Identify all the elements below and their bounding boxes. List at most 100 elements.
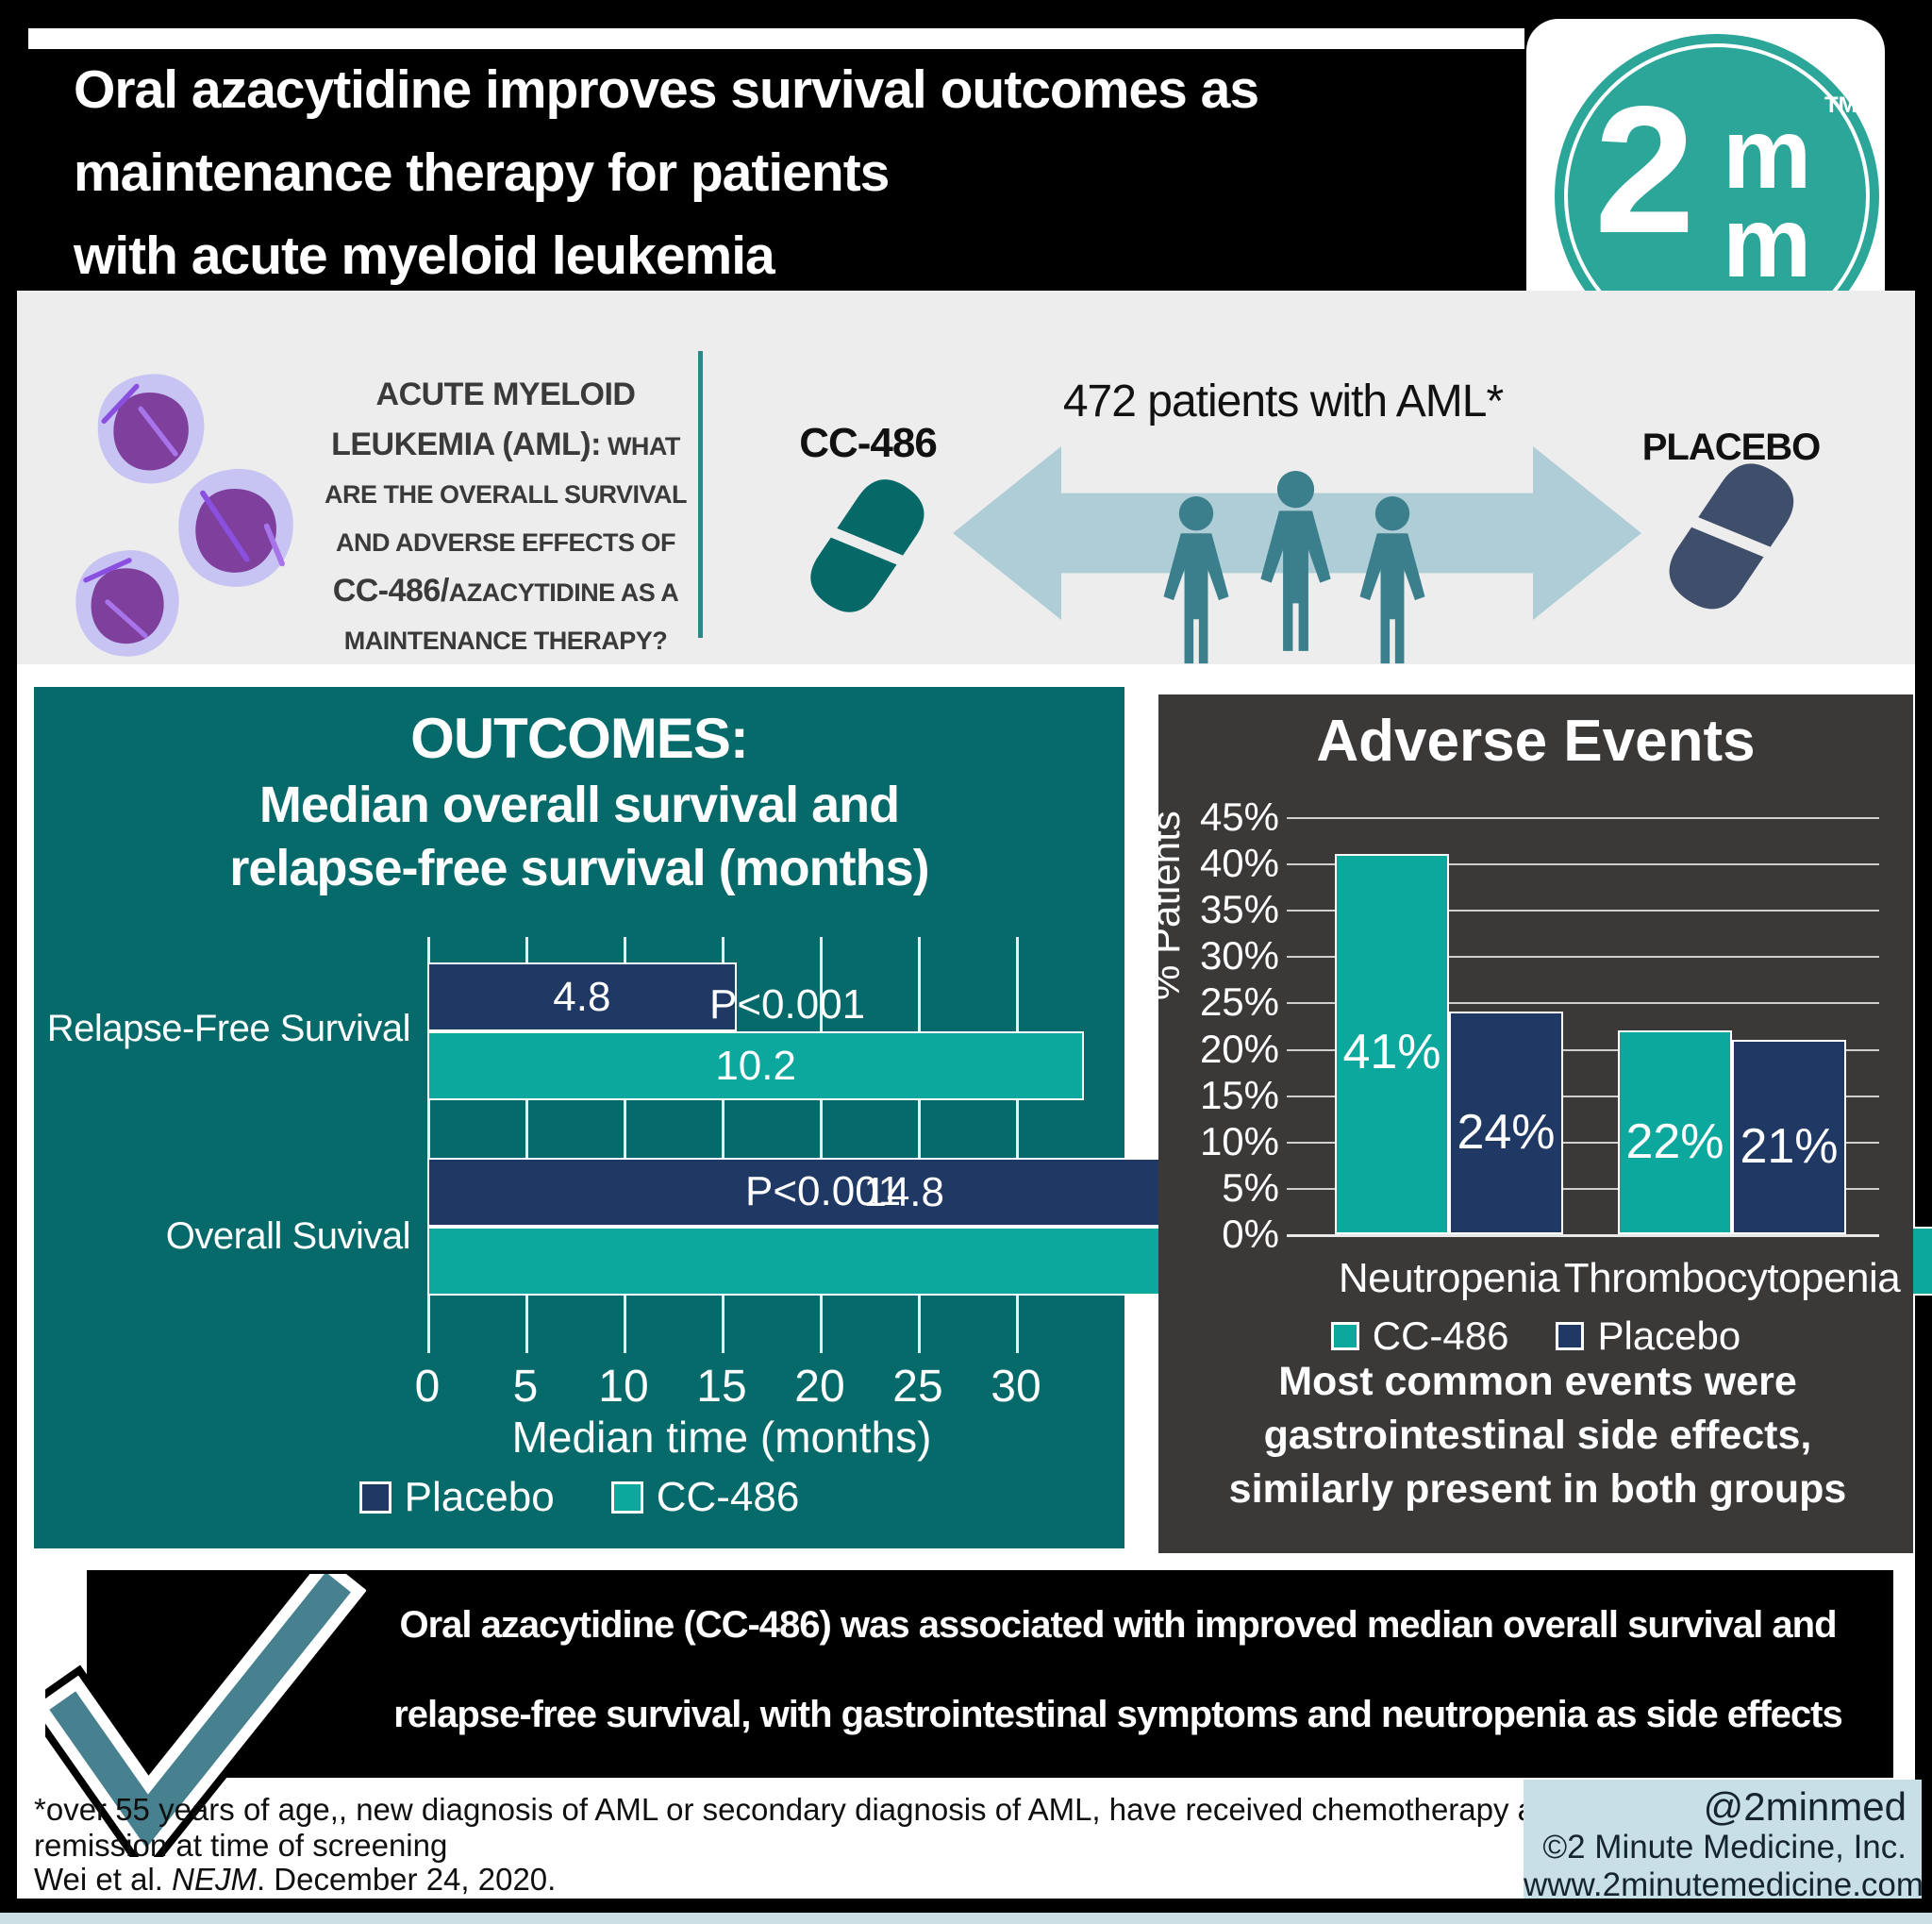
gridline — [1287, 956, 1879, 958]
placebo-swatch — [1556, 1322, 1585, 1350]
legend-label: CC-486 — [1372, 1313, 1509, 1358]
question-text: ACUTE MYELOID — [375, 376, 636, 412]
x-tick-label: 30 — [991, 1362, 1041, 1412]
adverse-title: Adverse Events — [1316, 709, 1756, 774]
bar-value-label: 24% — [1457, 1105, 1556, 1160]
gridline — [1287, 817, 1879, 819]
bar-value-label: 21% — [1740, 1119, 1839, 1174]
placebo-pill-icon — [1646, 443, 1813, 634]
publisher-box: @2minmed ©2 Minute Medicine, Inc. www.2m… — [1524, 1780, 1924, 1903]
bar-value-label: 41% — [1342, 1025, 1441, 1079]
axis-tick — [918, 1327, 921, 1353]
research-question: ACUTE MYELOID LEUKEMIA (AML): WHAT ARE T… — [324, 376, 688, 655]
gridline — [525, 937, 528, 1327]
outcomes-legend: Placebo CC-486 — [34, 1474, 1124, 1521]
legend-label: CC-486 — [656, 1474, 800, 1520]
x-tick-label: 5 — [512, 1362, 539, 1412]
category-label-thrombocytopenia: Thrombocytopenia — [1563, 1255, 1901, 1301]
y-tick-label: 5% — [1222, 1165, 1279, 1210]
category-label-os: Overall Suvival — [165, 1215, 411, 1257]
conclusion-line-1: Oral azacytidine (CC-486) was associated… — [399, 1604, 1837, 1646]
gridline — [427, 937, 430, 1327]
checkmark-icon — [45, 1574, 366, 1857]
x-tick-label: 0 — [414, 1362, 441, 1412]
gridline — [1287, 863, 1879, 865]
bar-thrombocytopenia-placebo — [1732, 1039, 1846, 1234]
adverse-legend: CC-486 Placebo — [1226, 1313, 1845, 1359]
vertical-divider — [698, 351, 703, 638]
cc486-pill-icon — [790, 461, 942, 635]
y-tick-label: 35% — [1199, 887, 1279, 931]
header-accent-strip — [28, 28, 1524, 49]
category-label-rfs: Relapse-Free Survival — [46, 1008, 411, 1049]
patient-figure-icon — [1163, 495, 1229, 664]
axis-tick — [722, 1327, 724, 1353]
page-title-line-3: with acute myeloid leukemia — [74, 226, 775, 286]
2mm-logo: 2 m m TM — [1555, 34, 1879, 359]
aml-cell-icon — [75, 550, 179, 657]
footnote-line-1: *over 55 years of age,, new diagnosis of… — [34, 1792, 1603, 1827]
bar-neutropenia-cc486 — [1335, 854, 1449, 1234]
y-tick-label: 15% — [1199, 1073, 1279, 1117]
citation: Wei et al. NEJM. December 24, 2020. — [34, 1862, 556, 1898]
p-value-annotation: P<0.001 — [709, 981, 866, 1028]
study-design-band — [17, 291, 1915, 664]
bar-rfs-placebo: 4.8 — [427, 962, 737, 1031]
x-tick-label: 15 — [696, 1362, 747, 1412]
gridline — [1287, 1096, 1879, 1097]
gridline — [1287, 910, 1879, 912]
axis-tick — [427, 1327, 430, 1353]
x-tick-label: 20 — [794, 1362, 845, 1412]
axis-baseline — [1287, 1234, 1879, 1237]
citation-authors: Wei et al. — [34, 1862, 173, 1897]
y-tick-label: 0% — [1222, 1212, 1279, 1256]
outcomes-panel — [34, 687, 1124, 1548]
y-tick-label: 20% — [1199, 1027, 1279, 1071]
trademark-symbol: TM — [1824, 92, 1857, 118]
gridline — [1287, 1049, 1879, 1051]
bar-rfs-cc486: 10.2 — [427, 1031, 1085, 1100]
gridline — [1016, 937, 1019, 1327]
x-axis-label: Median time (months) — [511, 1413, 932, 1462]
gridline — [624, 937, 626, 1327]
y-tick-label: 40% — [1199, 841, 1279, 885]
logo-m-top: m — [1723, 98, 1812, 209]
x-tick-label: 10 — [598, 1362, 649, 1412]
legend-item-cc486: CC-486 — [1330, 1313, 1509, 1359]
page-title-line-2: maintenance therapy for patients — [74, 142, 890, 203]
legend-item-placebo: Placebo — [1556, 1313, 1740, 1359]
outcomes-title: OUTCOMES: — [410, 707, 749, 770]
adverse-plot-area — [1307, 817, 1877, 1234]
cc486-arm-label: CC-486 — [799, 420, 938, 466]
page-title-line-1: Oral azacytidine improves survival outco… — [74, 59, 1259, 120]
logo-m-bottom: m — [1723, 187, 1812, 298]
publisher-website[interactable]: www.2minutemedicine.com — [1524, 1866, 1924, 1903]
gridline — [1287, 1188, 1879, 1190]
gridline — [1287, 1002, 1879, 1004]
y-tick-label: 45% — [1199, 795, 1279, 839]
legend-item-cc486: CC-486 — [610, 1474, 800, 1521]
x-tick-label: 25 — [892, 1362, 943, 1412]
bar-value-label: 22% — [1625, 1114, 1724, 1169]
cc486-swatch — [610, 1481, 643, 1514]
legend-label: Placebo — [404, 1474, 555, 1520]
bar-thrombocytopenia-cc486 — [1618, 1029, 1732, 1234]
placebo-arm-label: PLACEBO — [1641, 427, 1822, 468]
publisher-name: ©2 Minute Medicine, Inc. — [1542, 1829, 1907, 1865]
gridline — [722, 937, 724, 1327]
y-tick-label: 25% — [1199, 979, 1279, 1024]
gridline — [1287, 1142, 1879, 1144]
aml-cell-icon — [178, 468, 293, 587]
conclusion-box — [87, 1570, 1893, 1778]
y-tick-label: 30% — [1199, 933, 1279, 978]
outcomes-subtitle-2: relapse-free survival (months) — [229, 840, 929, 896]
population-label: 472 patients with AML* — [1062, 376, 1504, 427]
patient-figure-icon — [1359, 495, 1425, 664]
cc486-swatch — [1330, 1322, 1359, 1350]
p-value-annotation: P<0.001 — [745, 1168, 902, 1214]
citation-journal: NEJM — [172, 1862, 257, 1897]
legend-item-placebo: Placebo — [358, 1474, 555, 1521]
y-axis-label: % Patients — [1143, 811, 1188, 1000]
social-handle[interactable]: @2minmed — [1703, 1784, 1907, 1829]
